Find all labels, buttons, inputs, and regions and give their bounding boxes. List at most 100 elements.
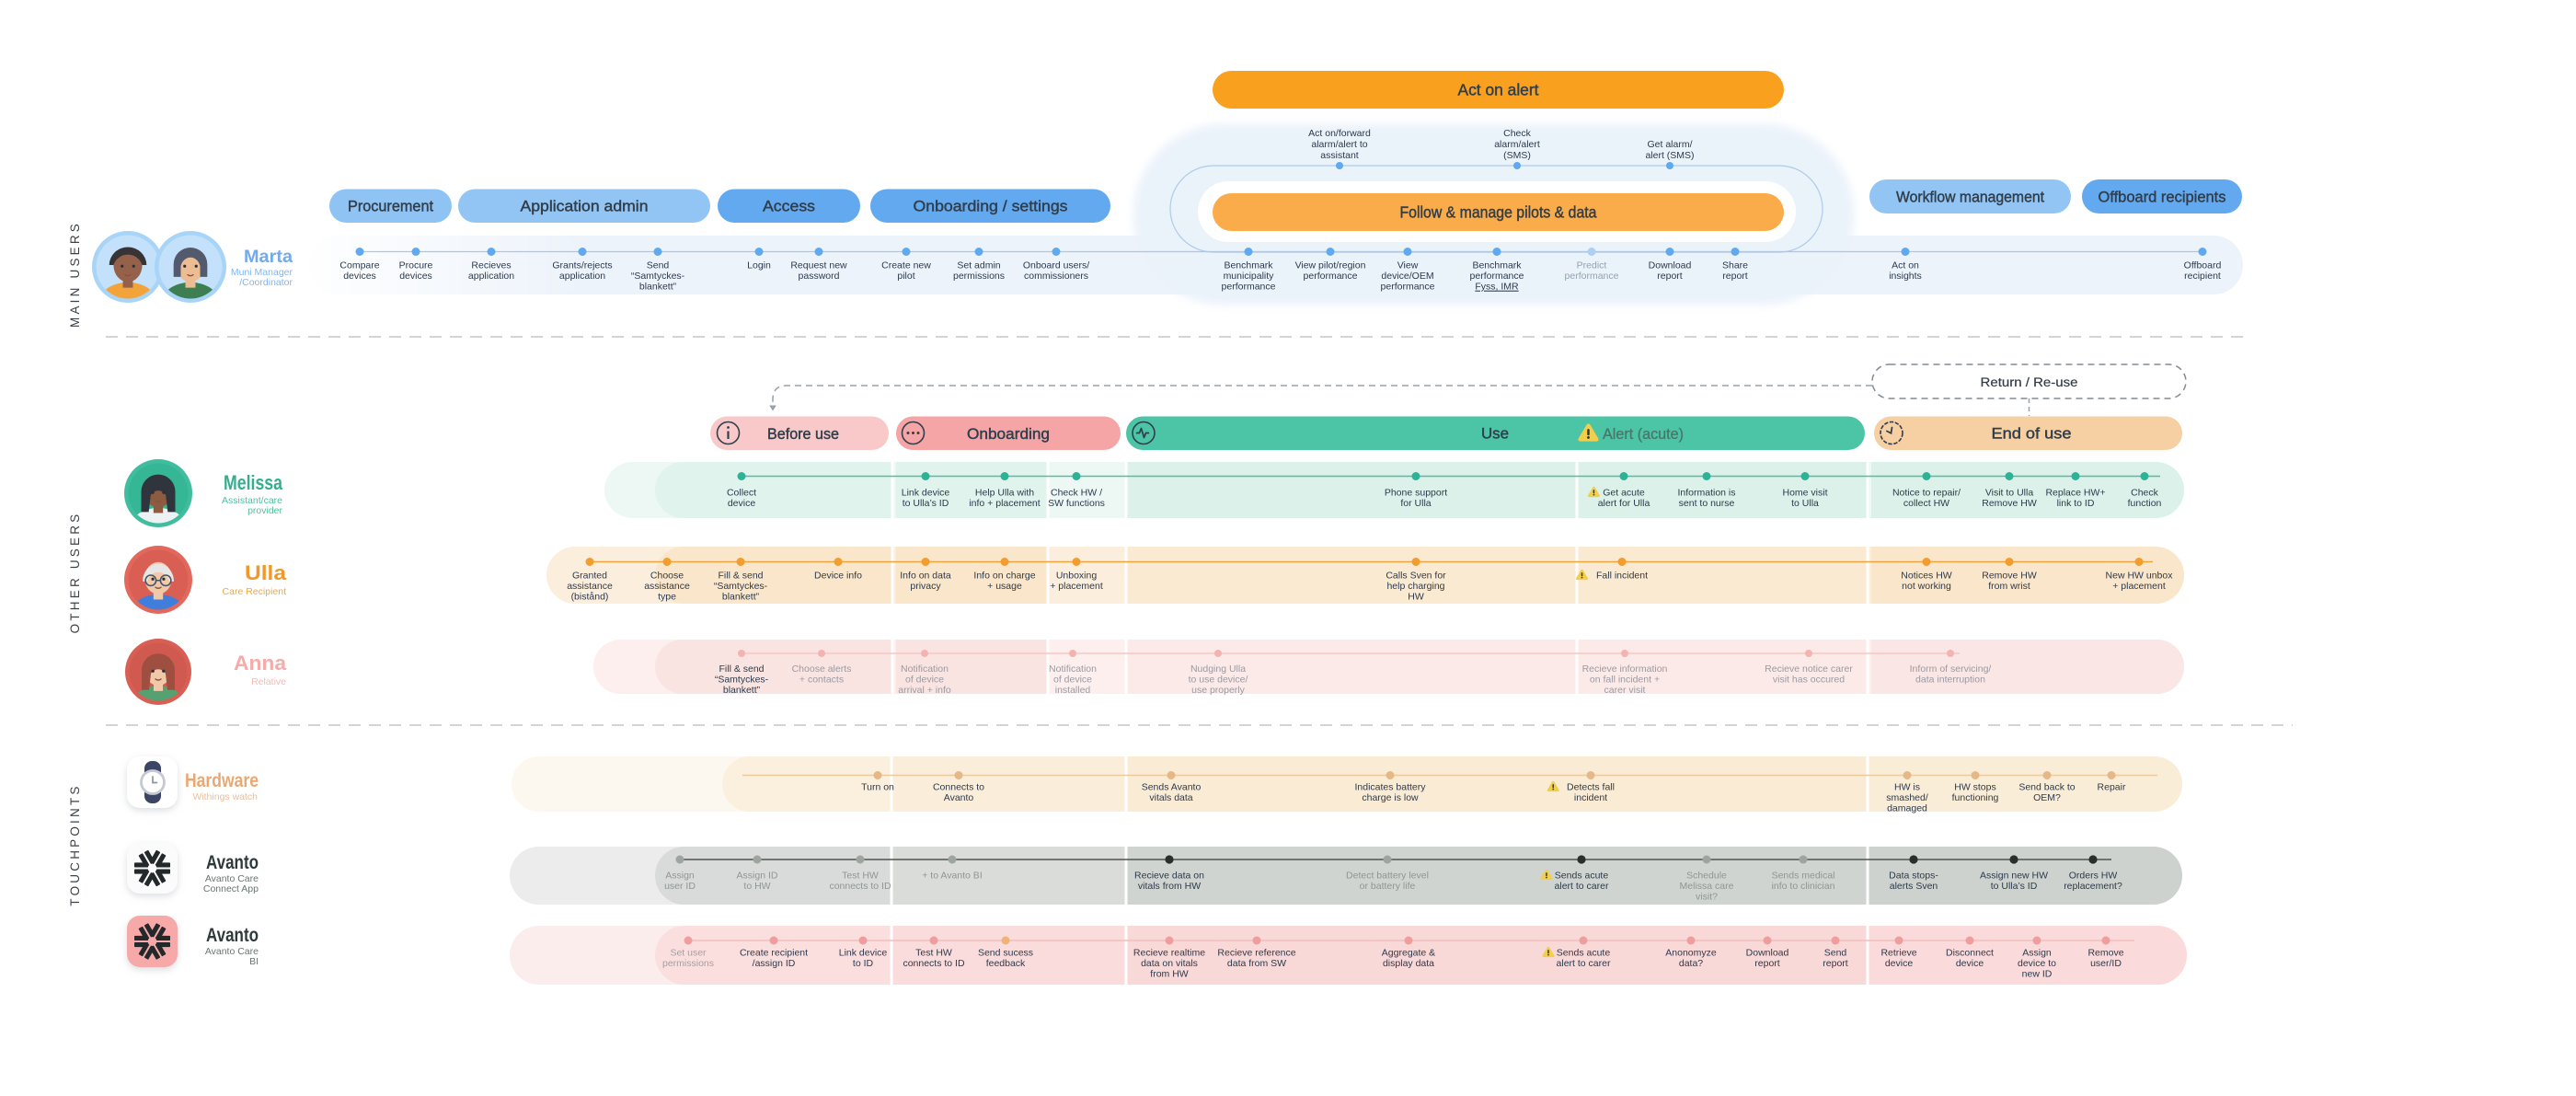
svg-text:Act on alert: Act on alert xyxy=(1458,81,1539,99)
svg-text:+ to Avanto BI: + to Avanto BI xyxy=(922,871,982,882)
svg-text:Avanto: Avanto xyxy=(206,852,259,873)
svg-text:provider: provider xyxy=(247,505,282,516)
svg-text:Replace HW+link to ID: Replace HW+ link to ID xyxy=(2045,488,2105,510)
svg-text:OTHER USERS: OTHER USERS xyxy=(68,512,82,634)
svg-text:Relative: Relative xyxy=(251,676,286,687)
svg-text:Withings watch: Withings watch xyxy=(192,791,258,802)
svg-text:Send“Samtyckes-blankett”: Send “Samtyckes-blankett” xyxy=(631,260,685,293)
svg-text:Unboxing+ placement: Unboxing + placement xyxy=(1050,571,1103,593)
svg-text:Get alarm/alert (SMS): Get alarm/alert (SMS) xyxy=(1645,139,1694,161)
svg-text:Alert (acute): Alert (acute) xyxy=(1603,425,1684,443)
svg-text:/Coordinator: /Coordinator xyxy=(239,277,293,288)
svg-text:Before use: Before use xyxy=(767,425,839,443)
svg-text:Assistant/care: Assistant/care xyxy=(222,495,282,506)
svg-text:BI: BI xyxy=(249,956,259,967)
svg-text:Care Recipient: Care Recipient xyxy=(223,586,287,597)
svg-text:Hardware: Hardware xyxy=(185,770,259,791)
svg-text:Marta: Marta xyxy=(244,248,293,267)
svg-text:Melissa: Melissa xyxy=(224,471,283,494)
svg-text:Data stops-alerts Sven: Data stops-alerts Sven xyxy=(1889,871,1938,893)
svg-text:Follow & manage pilots & data: Follow & manage pilots & data xyxy=(1400,203,1597,222)
svg-text:Fall incident: Fall incident xyxy=(1596,571,1648,582)
svg-text:Turn on: Turn on xyxy=(861,782,894,793)
svg-text:Check HW /SW functions: Check HW / SW functions xyxy=(1048,488,1105,510)
svg-text:Device info: Device info xyxy=(814,571,862,582)
svg-text:Application admin: Application admin xyxy=(521,198,649,215)
svg-text:Offboard recipients: Offboard recipients xyxy=(2099,189,2226,206)
svg-text:Avanto Care: Avanto Care xyxy=(205,946,259,957)
svg-text:Onboard users/commissioners: Onboard users/commissioners xyxy=(1023,260,1089,283)
svg-text:Onboarding: Onboarding xyxy=(967,425,1050,443)
svg-text:Info on charge+ usage: Info on charge + usage xyxy=(973,571,1035,593)
svg-text:Return / Re-use: Return / Re-use xyxy=(1981,375,2078,389)
svg-text:Connect App: Connect App xyxy=(203,883,259,894)
svg-text:TOUCHPOINTS: TOUCHPOINTS xyxy=(68,783,82,906)
svg-text:Avanto: Avanto xyxy=(206,925,259,946)
svg-text:Login: Login xyxy=(747,260,771,271)
svg-text:Notice to repair/collect HW: Notice to repair/collect HW xyxy=(1892,488,1961,510)
svg-text:MAIN USERS: MAIN USERS xyxy=(68,221,82,328)
svg-text:Ulla: Ulla xyxy=(245,561,287,584)
svg-text:Inform of servicing/data inter: Inform of servicing/data interruption xyxy=(1910,663,1992,686)
svg-text:Fill & send“Samtyckes-blankett: Fill & send “Samtyckes-blankett” xyxy=(715,663,769,696)
svg-text:Procurement: Procurement xyxy=(348,198,433,215)
svg-text:Avanto Care: Avanto Care xyxy=(205,873,259,884)
svg-text:Anna: Anna xyxy=(234,652,287,675)
svg-text:Choose alerts+ contacts: Choose alerts + contacts xyxy=(792,663,852,686)
